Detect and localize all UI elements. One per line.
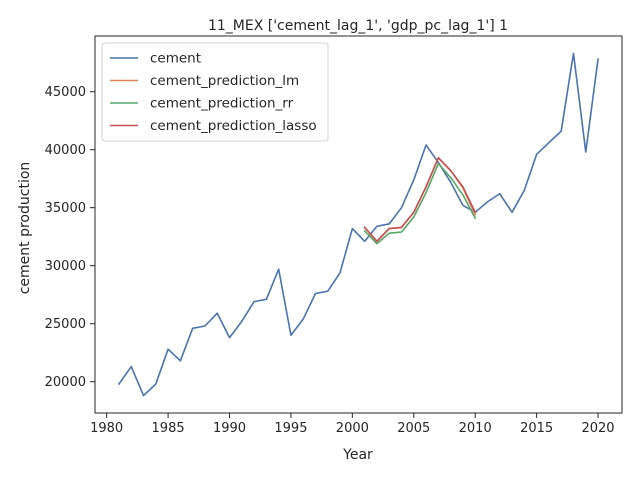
x-tick-label: 1990 <box>213 421 246 436</box>
y-tick-label: 40000 <box>45 143 86 158</box>
series-line-cement-prediction-rr <box>363 162 477 245</box>
x-tick-label: 1985 <box>152 421 185 436</box>
y-axis-label: cement production <box>17 162 33 295</box>
chart-title: 11_MEX ['cement_lag_1', 'gdp_pc_lag_1'] … <box>208 18 508 34</box>
axes-frame <box>94 35 623 414</box>
x-axis: 1980 1985 1990 1995 2000 2005 2010 2015 2020 <box>90 413 615 436</box>
y-tick-label: 25000 <box>45 317 86 332</box>
y-tick-label: 45000 <box>45 85 86 100</box>
series-line-cement <box>117 52 599 397</box>
x-tick-label: 2020 <box>581 421 614 436</box>
y-tick-label: 20000 <box>45 375 86 390</box>
plot-area <box>117 52 599 397</box>
x-axis-label: Year <box>342 447 373 463</box>
legend-box <box>101 42 329 142</box>
y-axis: 20000 25000 30000 35000 40000 45000 <box>45 85 95 390</box>
y-tick-label: 30000 <box>45 259 86 274</box>
x-tick-label: 2005 <box>397 421 430 436</box>
legend-label-cement-prediction-rr: cement_prediction_rr <box>150 96 294 112</box>
legend: cement cement_prediction_lm cement_predict… <box>101 42 329 142</box>
legend-label-cement: cement <box>150 51 201 67</box>
legend-label-cement-prediction-lasso: cement_prediction_lasso <box>150 118 317 134</box>
x-tick-label: 2010 <box>459 421 492 436</box>
series-line-cement-prediction-lasso <box>363 157 477 243</box>
x-tick-label: 1980 <box>90 421 123 436</box>
y-tick-label: 35000 <box>45 201 86 216</box>
legend-label-cement-prediction-lm: cement_prediction_lm <box>150 73 299 89</box>
x-tick-label: 2015 <box>520 421 553 436</box>
x-tick-label: 2000 <box>336 421 369 436</box>
x-tick-label: 1995 <box>274 421 307 436</box>
